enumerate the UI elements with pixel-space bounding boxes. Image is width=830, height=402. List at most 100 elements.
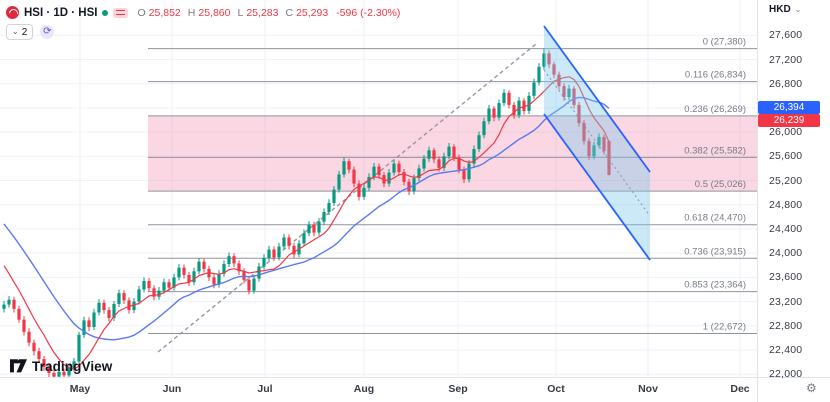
candle-body	[432, 150, 436, 160]
candle-body	[492, 108, 496, 118]
candle-body	[322, 212, 326, 222]
candle-body	[402, 172, 406, 182]
candle-body	[72, 361, 76, 369]
currency-selector[interactable]: HKD ⌄	[769, 4, 801, 15]
candle-body	[362, 187, 366, 197]
candle-body	[602, 136, 606, 151]
candle-body	[262, 258, 266, 267]
candle-body	[502, 92, 506, 104]
high-value: 25,860	[198, 6, 231, 19]
tradingview-logo-icon	[10, 359, 27, 373]
gear-icon[interactable]: ⚙	[806, 381, 817, 395]
candle-body	[367, 176, 371, 188]
candle-body	[237, 263, 241, 272]
candle-body	[467, 163, 471, 180]
candle-body	[582, 123, 586, 142]
candle-body	[127, 300, 131, 311]
candle-body	[222, 264, 226, 274]
candle-body	[537, 66, 541, 83]
candle-body	[172, 277, 176, 288]
chart-plot-area[interactable]: 0 (27,380) 0.116 (26,834) 0.236 (26,269) 0.…	[0, 0, 758, 378]
candle-body	[102, 302, 106, 311]
price-tick-label: 25,600	[769, 150, 803, 163]
candle-body	[442, 156, 446, 168]
candle-body	[77, 334, 81, 362]
high-label: H	[187, 6, 196, 19]
candle-body	[17, 308, 21, 320]
candle-body	[22, 319, 26, 332]
candle-body	[257, 266, 261, 279]
uptrend-dashed-line[interactable]	[157, 43, 537, 353]
candle-body	[487, 108, 491, 122]
candle-body	[217, 273, 221, 285]
price-tick-label: 23,200	[769, 295, 803, 308]
candle-body	[307, 224, 311, 234]
fib-level-label: 0.618 (24,470)	[684, 213, 746, 224]
candle-body	[572, 88, 576, 105]
candle-body	[152, 288, 156, 297]
close-label: C	[285, 6, 294, 19]
candle-body	[312, 224, 316, 233]
low-label: L	[237, 6, 244, 19]
candle-body	[407, 181, 411, 192]
candle-body	[447, 146, 451, 157]
candle-body	[332, 189, 336, 203]
candle-body	[562, 86, 566, 98]
time-axis[interactable]: ⚙ May Jun Jul Aug Sep Oct Nov Dec	[0, 378, 830, 402]
candle-body	[82, 320, 86, 335]
candle-body	[272, 249, 276, 258]
candle-body	[247, 279, 251, 291]
candle-body	[277, 246, 281, 258]
close-value: 25,293	[296, 6, 329, 19]
candle-body	[387, 172, 391, 184]
candle-body	[462, 169, 466, 180]
candle-body	[392, 163, 396, 173]
symbol-title[interactable]: HSI · 1D · HSI	[24, 6, 98, 19]
candle-body	[162, 282, 166, 291]
refresh-icon[interactable]: ⟳	[40, 25, 55, 39]
price-tick-label: 26,000	[769, 126, 803, 139]
price-tick-label: 27,200	[769, 53, 803, 66]
channel-mid-dashed-line	[543, 69, 651, 217]
indicator-count-button[interactable]: ⌄ 2	[6, 24, 34, 40]
market-status-dot-icon[interactable]	[102, 9, 109, 16]
price-axis-separator	[757, 0, 758, 402]
fib-level-label: 0.116 (26,834)	[685, 70, 746, 81]
time-tick-label: Sep	[448, 383, 468, 395]
candle-body	[117, 293, 121, 304]
time-tick-label: Jun	[162, 383, 182, 395]
channel-lower-line[interactable]	[543, 113, 651, 261]
candle-body	[567, 88, 571, 98]
candle-body	[132, 301, 136, 311]
candle-body	[452, 146, 456, 158]
candle-body	[417, 168, 421, 179]
low-value: 25,283	[246, 6, 279, 19]
symbol-logo[interactable]	[6, 6, 19, 19]
data-source-menu-icon[interactable]	[113, 7, 129, 18]
candle-body	[7, 299, 11, 305]
ohlc-readout: O 25,852 H 25,860 L 25,283 C 25,293 -596 (-2…	[133, 7, 400, 19]
candle-body	[547, 53, 551, 65]
price-tick-label: 24,800	[769, 198, 803, 211]
price-tick-label: 25,200	[769, 174, 803, 187]
candle-body	[177, 267, 181, 278]
time-tick-label: Dec	[730, 383, 750, 395]
candle-body	[522, 100, 526, 111]
candle-body	[472, 149, 476, 164]
candle-body	[527, 95, 531, 111]
candle-body	[427, 150, 431, 159]
candle-body	[57, 371, 61, 377]
currency-label: HKD	[769, 4, 791, 15]
candle-body	[342, 161, 346, 175]
candle-body	[372, 166, 376, 177]
candle-body	[542, 53, 546, 67]
candle-body	[477, 135, 481, 150]
caret-down-icon: ⌄	[794, 5, 802, 14]
channel-upper-line[interactable]	[543, 25, 651, 173]
candle-body	[587, 141, 591, 157]
price-axis[interactable]: HKD ⌄ 27,600 27,200 26,800 26,000 25,600 25,2…	[758, 0, 830, 380]
candle-body	[47, 366, 51, 373]
candle-body	[607, 141, 611, 175]
candle-body	[122, 293, 126, 301]
